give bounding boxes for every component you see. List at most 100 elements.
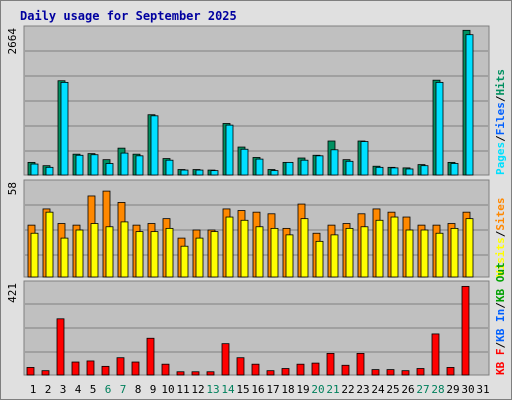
bar-files-day-26 bbox=[405, 168, 414, 176]
day-label: 5 bbox=[90, 383, 97, 396]
day-label: 22 bbox=[341, 383, 354, 396]
bar-kb-f-day-5 bbox=[86, 360, 95, 376]
day-label: 18 bbox=[281, 383, 294, 396]
day-label: 8 bbox=[135, 383, 142, 396]
legend-item: Visits bbox=[494, 237, 507, 277]
bar-files-day-29 bbox=[450, 163, 459, 176]
day-label: 25 bbox=[386, 383, 399, 396]
bar-files-day-17 bbox=[270, 170, 279, 176]
bars bbox=[26, 29, 474, 376]
bar-kb-f-day-2 bbox=[41, 370, 50, 376]
day-label: 12 bbox=[191, 383, 204, 396]
day-label: 1 bbox=[30, 383, 37, 396]
bar-visits-day-13 bbox=[210, 231, 219, 278]
bar-files-day-16 bbox=[255, 158, 264, 176]
legend-item: Pages bbox=[494, 142, 507, 175]
bar-files-day-18 bbox=[285, 161, 294, 176]
legend-item: / bbox=[494, 302, 507, 309]
bar-kb-f-day-28 bbox=[431, 333, 440, 376]
bar-files-day-9 bbox=[150, 115, 159, 176]
legend-item: / bbox=[494, 135, 507, 142]
bar-visits-day-21 bbox=[330, 234, 339, 278]
bar-kb-f-day-21 bbox=[326, 352, 335, 376]
bar-visits-day-8 bbox=[135, 231, 144, 278]
bar-files-day-7 bbox=[120, 152, 129, 176]
day-label: 29 bbox=[446, 383, 459, 396]
bar-files-day-5 bbox=[90, 154, 99, 176]
day-label: 27 bbox=[416, 383, 429, 396]
bar-files-day-12 bbox=[195, 169, 204, 176]
legend-item: Files bbox=[494, 102, 507, 135]
bar-files-day-13 bbox=[210, 170, 219, 176]
bar-visits-day-5 bbox=[90, 223, 99, 278]
legend-middle: Visits/Sites bbox=[494, 198, 507, 278]
bar-visits-day-28 bbox=[435, 232, 444, 278]
bar-kb-f-day-10 bbox=[161, 363, 170, 376]
bar-visits-day-20 bbox=[315, 240, 324, 278]
bar-files-day-11 bbox=[180, 169, 189, 176]
bar-visits-day-2 bbox=[45, 211, 54, 278]
bar-kb-f-day-1 bbox=[26, 367, 35, 376]
bar-kb-f-day-17 bbox=[266, 370, 275, 376]
legend-item: KB Out bbox=[494, 262, 507, 302]
day-label: 3 bbox=[60, 383, 67, 396]
bar-kb-f-day-7 bbox=[116, 357, 125, 376]
day-label: 7 bbox=[120, 383, 127, 396]
bar-visits-day-12 bbox=[195, 237, 204, 278]
bar-kb-f-day-20 bbox=[311, 362, 320, 376]
day-label: 26 bbox=[401, 383, 414, 396]
legend-item: KB In bbox=[494, 309, 507, 342]
bar-visits-day-3 bbox=[60, 237, 69, 278]
bar-visits-day-1 bbox=[30, 232, 39, 278]
bar-files-day-23 bbox=[360, 141, 369, 176]
bar-files-day-15 bbox=[240, 148, 249, 176]
bar-visits-day-23 bbox=[360, 226, 369, 278]
bar-kb-f-day-15 bbox=[236, 357, 245, 376]
day-label: 10 bbox=[161, 383, 174, 396]
middle-axis-max: 58 bbox=[6, 182, 19, 195]
bar-visits-day-6 bbox=[105, 226, 114, 278]
bar-visits-day-18 bbox=[285, 234, 294, 278]
day-label: 16 bbox=[251, 383, 264, 396]
bar-visits-day-30 bbox=[465, 218, 474, 278]
bar-kb-f-day-11 bbox=[176, 371, 185, 376]
bar-visits-day-7 bbox=[120, 221, 129, 278]
grid-lines bbox=[25, 50, 488, 353]
legend-bottom: KB F/KB In/KB Out bbox=[494, 262, 507, 375]
day-label: 15 bbox=[236, 383, 249, 396]
bottom-axis-max: 421 bbox=[6, 283, 19, 303]
legend-item: Hits bbox=[494, 69, 507, 96]
bar-visits-day-19 bbox=[300, 218, 309, 278]
day-label: 4 bbox=[75, 383, 82, 396]
bar-kb-f-day-3 bbox=[56, 318, 65, 376]
bar-files-day-20 bbox=[315, 155, 324, 176]
day-label: 13 bbox=[206, 383, 219, 396]
bar-kb-f-day-9 bbox=[146, 337, 155, 376]
bar-kb-f-day-26 bbox=[401, 370, 410, 376]
legend-item: KB F bbox=[494, 349, 507, 376]
bar-files-day-19 bbox=[300, 159, 309, 176]
bar-visits-day-24 bbox=[375, 219, 384, 278]
bar-files-day-21 bbox=[330, 149, 339, 176]
bar-visits-day-17 bbox=[270, 227, 279, 278]
bar-visits-day-16 bbox=[255, 226, 264, 278]
bar-files-day-2 bbox=[45, 166, 54, 176]
top-axis-max: 2664 bbox=[6, 28, 19, 55]
bar-kb-f-day-29 bbox=[446, 367, 455, 376]
bar-files-day-3 bbox=[60, 81, 69, 176]
bar-files-day-10 bbox=[165, 159, 174, 176]
bar-visits-day-10 bbox=[165, 227, 174, 278]
bar-files-day-22 bbox=[345, 160, 354, 176]
day-label: 2 bbox=[45, 383, 52, 396]
day-label: 23 bbox=[356, 383, 369, 396]
bar-visits-day-22 bbox=[345, 227, 354, 278]
bar-kb-f-day-25 bbox=[386, 369, 395, 376]
day-label: 14 bbox=[221, 383, 235, 396]
bar-files-day-6 bbox=[105, 163, 114, 176]
day-label: 11 bbox=[176, 383, 189, 396]
bar-visits-day-27 bbox=[420, 229, 429, 278]
bar-kb-f-day-12 bbox=[191, 371, 200, 376]
bar-visits-day-29 bbox=[450, 227, 459, 278]
bar-visits-day-25 bbox=[390, 216, 399, 278]
bar-files-day-27 bbox=[420, 165, 429, 176]
